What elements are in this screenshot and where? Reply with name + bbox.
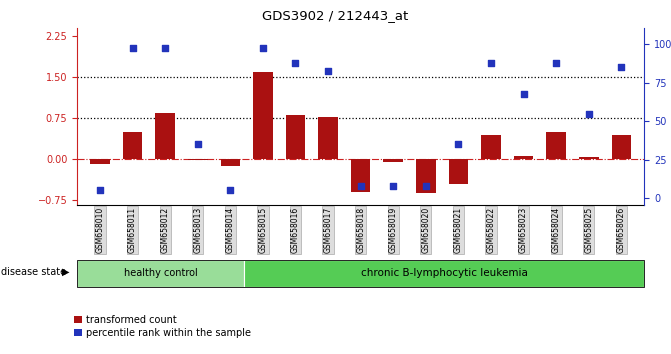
Text: GSM658026: GSM658026 [617,207,626,253]
Text: GSM658024: GSM658024 [552,207,561,253]
Point [160,45,170,50]
Bar [449,159,468,183]
Point [95,188,105,193]
Text: GSM658021: GSM658021 [454,207,463,253]
Point [193,142,203,147]
Bar [77,260,244,287]
Text: GSM658017: GSM658017 [323,207,333,253]
Bar [546,132,566,159]
Point [356,183,366,189]
Bar [221,159,240,166]
Text: chronic B-lymphocytic leukemia: chronic B-lymphocytic leukemia [360,268,527,279]
Text: GSM658010: GSM658010 [95,207,105,253]
Text: GSM658016: GSM658016 [291,207,300,253]
Text: GSM658025: GSM658025 [584,207,593,253]
Bar [90,159,110,165]
Text: GSM658022: GSM658022 [486,207,495,253]
Point [323,68,333,73]
Point [127,45,138,50]
Text: GSM658018: GSM658018 [356,207,365,253]
Point [616,65,627,70]
Text: healthy control: healthy control [123,268,197,279]
Text: GSM658019: GSM658019 [389,207,398,253]
Bar [244,260,644,287]
Point [225,188,236,193]
Bar [351,159,370,192]
Text: GSM658013: GSM658013 [193,207,202,253]
Text: GSM658015: GSM658015 [258,207,268,253]
Text: ▶: ▶ [62,267,70,277]
Text: disease state: disease state [1,267,66,277]
Point [453,142,464,147]
Bar [188,159,207,160]
Bar [481,135,501,159]
Point [583,111,594,116]
Bar [123,132,142,159]
Text: GSM658023: GSM658023 [519,207,528,253]
Bar [579,157,599,159]
Bar [253,72,272,159]
Bar [514,156,533,159]
Bar [286,115,305,159]
Point [290,60,301,66]
Point [388,183,399,189]
Text: GSM658011: GSM658011 [128,207,137,253]
Bar [611,135,631,159]
Text: GSM658014: GSM658014 [226,207,235,253]
Text: GDS3902 / 212443_at: GDS3902 / 212443_at [262,9,409,22]
Point [551,60,562,66]
Bar [318,116,338,159]
Bar [416,159,435,193]
Bar [383,159,403,162]
Point [258,45,268,50]
Bar [156,113,175,159]
Point [421,183,431,189]
Text: GSM658020: GSM658020 [421,207,430,253]
Point [486,60,497,66]
Point [518,91,529,96]
Text: GSM658012: GSM658012 [160,207,170,253]
Legend: transformed count, percentile rank within the sample: transformed count, percentile rank withi… [72,313,252,339]
